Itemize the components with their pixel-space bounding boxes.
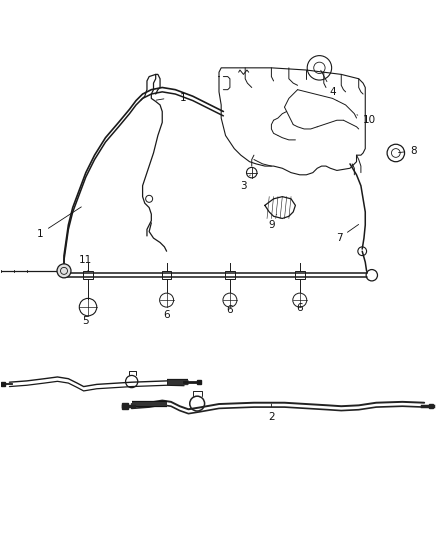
Text: 6: 6	[163, 310, 170, 319]
Bar	[162, 271, 171, 279]
Text: 5: 5	[82, 316, 89, 326]
Text: 6: 6	[226, 305, 233, 315]
Bar	[295, 271, 304, 279]
Text: 11: 11	[79, 255, 92, 271]
Circle shape	[57, 264, 71, 278]
Text: 1: 1	[180, 93, 186, 102]
Bar	[225, 271, 235, 279]
Text: 3: 3	[240, 175, 250, 191]
Text: 7: 7	[336, 224, 359, 243]
Text: 4: 4	[321, 70, 336, 97]
Text: 2: 2	[268, 404, 275, 422]
Text: 9: 9	[268, 214, 277, 230]
Bar	[83, 271, 93, 279]
Text: 10: 10	[357, 115, 376, 125]
Text: 8: 8	[399, 146, 417, 156]
Text: 6: 6	[297, 303, 303, 313]
Text: 1: 1	[37, 207, 81, 239]
